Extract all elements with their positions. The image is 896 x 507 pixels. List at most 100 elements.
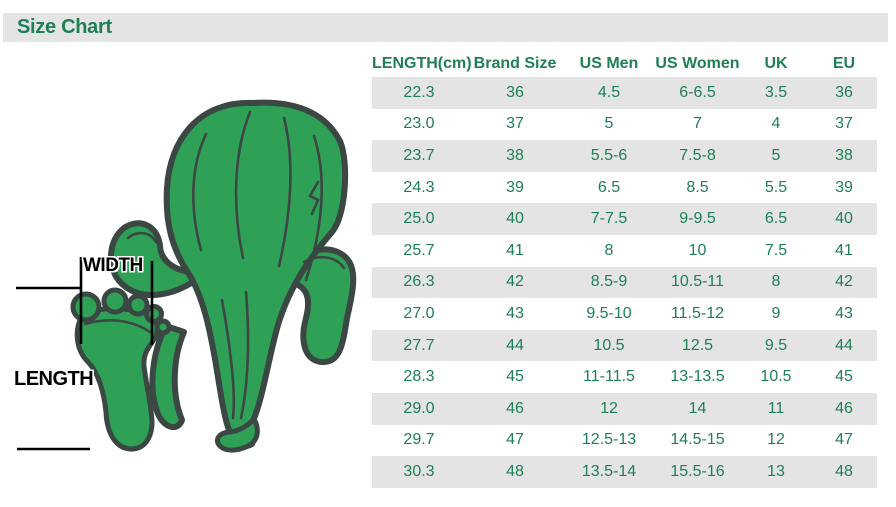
size-cell: 44 [506,336,524,354]
size-cell: 9-9.5 [679,210,716,228]
table-row: 29.0 46 12 14 11 46 [372,392,877,425]
size-cell: 13 [767,462,785,480]
figure-notch-line [308,180,320,216]
size-cell: 30.3 [403,462,435,480]
table-header-row: LENGTH(cm) Brand Size US Men US Women UK EU [372,50,877,77]
size-cell: 9.5 [764,336,788,354]
size-cell: 45 [506,368,524,386]
size-cell: 15.5-16 [670,462,725,480]
size-cell: 13.5-14 [581,462,637,480]
column-header: US Men [579,54,639,72]
size-cell: 14 [688,399,707,417]
figure-toe-2 [101,287,129,315]
size-cell: 41 [506,241,524,259]
size-cell: 8 [604,241,614,259]
figure-foot-crease [83,318,152,334]
size-cell: 7 [693,115,702,133]
measurement-lines [16,257,154,451]
size-cell: 23.0 [403,115,435,133]
size-cell: 42 [506,273,524,291]
table-row: 28.3 45 11-11.5 13-13.5 10.5 45 [372,361,877,393]
size-cell: 37 [835,115,853,133]
figure-toe-5 [154,318,172,336]
table-row: 25.0 40 7-7.5 9-9.5 6.5 40 [372,203,877,235]
size-cell: 6.5 [764,210,788,228]
figure-toe-1 [70,291,102,323]
size-cell: 38 [506,146,524,164]
size-cell: 11.5-12 [670,304,725,322]
size-cell: 39 [506,178,524,196]
size-cell: 4.5 [597,83,621,101]
size-cell: 29.7 [403,431,435,449]
size-cell: 12 [767,431,785,449]
size-cell: 23.7 [403,146,435,164]
length-label: LENGTH [14,368,94,390]
size-cell: 27.7 [403,336,435,354]
size-cell: 48 [506,462,524,480]
size-cell: 47 [835,431,853,449]
figure-left-arm [107,220,199,298]
size-cell: 12.5 [681,336,714,354]
size-cell: 8.5 [686,178,709,196]
size-cell: 37 [506,115,524,133]
size-cell: 5 [604,115,614,133]
size-cell: 48 [835,462,853,480]
size-cell: 9 [771,304,781,322]
size-cell: 27.0 [403,304,435,322]
column-header: Brand Size [473,54,557,72]
size-cell: 39 [835,178,853,196]
column-header: LENGTH(cm) [372,54,472,72]
size-cell: 47 [506,431,524,449]
size-cell: 10.5 [760,368,792,386]
size-cell: 36 [835,83,853,101]
size-cell: 44 [835,336,853,354]
column-header: EU [832,54,856,72]
size-cell: 25.0 [403,210,435,228]
size-cell: 12.5-13 [581,431,637,449]
size-cell: 9.5-10 [586,304,632,322]
table-row: 25.7 41 8 10 7.5 41 [372,235,877,267]
size-cell: 41 [835,241,853,259]
size-cell: 6.5 [597,178,621,196]
figure-back-leg [149,323,187,431]
figure-detail-lines [126,110,346,420]
table-row: 23.0 37 5 7 4 37 [372,109,877,141]
size-cell: 10.5 [593,336,625,354]
table-row: 23.7 38 5.5-6 7.5-8 5 38 [372,140,877,172]
size-cell: 25.7 [403,241,435,259]
size-cell: 43 [835,304,853,322]
size-cell: 40 [506,210,524,228]
size-cell: 11 [767,399,785,417]
size-cell: 10.5-11 [670,273,725,291]
column-header: US Women [655,54,740,72]
size-cell: 13-13.5 [670,368,725,386]
table-row: 24.3 39 6.5 8.5 5.5 39 [372,172,877,204]
table-row: 27.0 43 9.5-10 11.5-12 9 43 [372,298,877,330]
size-cell: 22.3 [403,83,435,101]
table-row: 22.3 36 4.5 6-6.5 3.5 36 [372,77,877,109]
size-cell: 28.3 [403,368,435,386]
size-cell: 7.5 [764,241,788,259]
size-cell: 12 [600,399,618,417]
size-cell: 46 [835,399,853,417]
size-cell: 5 [771,146,781,164]
size-cell: 43 [506,304,524,322]
size-cell: 8 [771,273,781,291]
size-cell: 5.5-6 [590,146,628,164]
width-label: WIDTH [83,255,143,276]
size-cell: 6-6.5 [679,83,716,101]
size-cell: 42 [835,273,853,291]
size-cell: 7-7.5 [590,210,628,228]
size-cell: 36 [506,83,524,101]
figure-flipper [214,416,260,453]
size-cell: 7.5-8 [679,146,716,164]
size-cell: 26.3 [403,273,435,291]
title-bar: Size Chart [3,13,888,42]
table-row: 27.7 44 10.5 12.5 9.5 44 [372,329,877,362]
size-cell: 40 [835,210,853,228]
size-cell: 5.5 [764,178,788,196]
size-cell: 45 [835,368,853,386]
size-cell: 3.5 [764,83,788,101]
size-cell: 10 [688,241,707,259]
size-cell: 8.5-9 [590,273,628,291]
